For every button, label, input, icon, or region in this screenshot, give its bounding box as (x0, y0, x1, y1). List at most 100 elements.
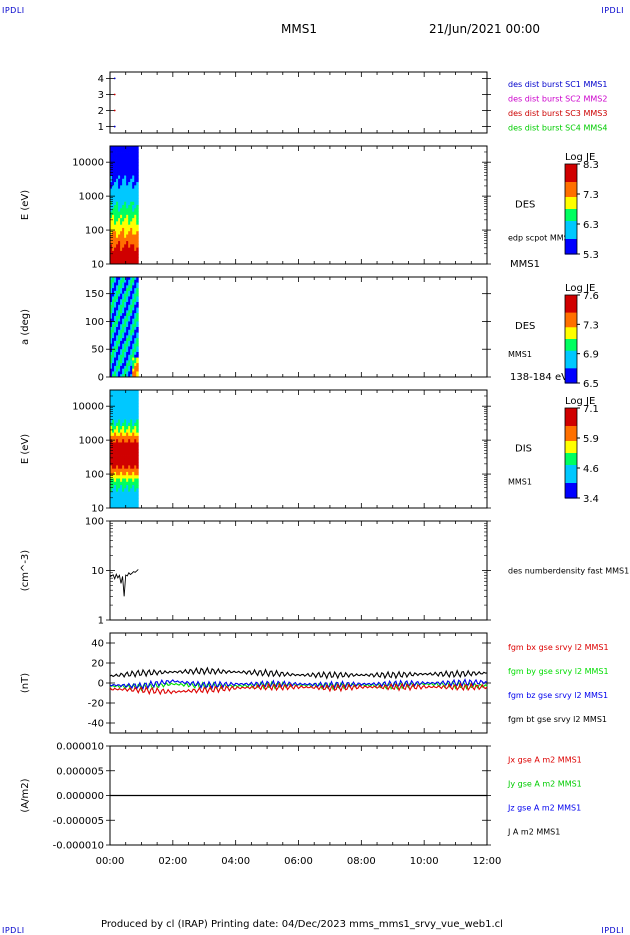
heatmap-cell (124, 201, 127, 206)
heatmap-cell (132, 198, 135, 203)
heatmap-cell (128, 318, 131, 322)
heatmap-cell (128, 465, 131, 470)
heatmap-cell (114, 257, 117, 262)
heatmap-cell (120, 221, 123, 226)
heatmap-cell (128, 488, 131, 493)
legend-entry: des numberdensity fast MMS1 (508, 567, 629, 576)
heatmap-cell (132, 155, 135, 160)
heatmap-cell (116, 409, 119, 414)
heatmap-cell (120, 277, 123, 281)
heatmap-cell (122, 321, 125, 325)
heatmap-cell (112, 293, 115, 297)
heatmap-cell (124, 307, 127, 311)
heatmap-cell (120, 214, 123, 219)
heatmap-cell (126, 195, 129, 199)
heatmap-cell (128, 368, 131, 372)
heatmap-cell (116, 332, 119, 336)
heatmap-cell (112, 214, 115, 219)
heatmap-cell (120, 250, 123, 255)
heatmap-cell (124, 442, 127, 447)
heatmap-cell (120, 442, 123, 447)
heatmap-cell (134, 442, 137, 447)
heatmap-cell (132, 221, 135, 226)
heatmap-cell (130, 152, 133, 157)
heatmap-cell (130, 185, 133, 190)
heatmap-cell (124, 296, 127, 300)
heatmap-cell (116, 159, 119, 163)
heatmap-cell (120, 471, 123, 476)
heatmap-cell (110, 279, 113, 283)
heatmap-cell (130, 227, 133, 232)
heatmap-cell (120, 146, 123, 150)
heatmap-cell (134, 481, 137, 486)
heatmap-cell (112, 313, 115, 317)
heatmap-cell (136, 165, 139, 170)
heatmap-cell (116, 155, 119, 160)
heatmap-cell (136, 254, 139, 258)
heatmap-cell (120, 241, 123, 245)
heatmap-cell (116, 371, 119, 375)
heatmap-cell (128, 363, 131, 367)
colorbar-segment (565, 318, 577, 322)
heatmap-cell (120, 374, 123, 378)
heatmap-cell (112, 257, 115, 262)
heatmap-cell (122, 254, 125, 258)
heatmap-cell (114, 363, 117, 367)
heatmap-cell (110, 188, 113, 193)
heatmap-cell (114, 332, 117, 336)
heatmap-cell (124, 338, 127, 342)
heatmap-cell (132, 462, 135, 466)
heatmap-cell (130, 468, 133, 473)
heatmap-cell (136, 237, 139, 242)
heatmap-cell (110, 149, 113, 153)
heatmap-cell (116, 422, 119, 427)
x-tick-label: 04:00 (221, 856, 250, 867)
heatmap-cell (116, 277, 119, 281)
heatmap-cell (120, 332, 123, 336)
heatmap-cell (110, 442, 113, 447)
heatmap-cell (134, 244, 137, 249)
heatmap-cell (120, 343, 123, 347)
heatmap-cell (118, 439, 121, 443)
heatmap-cell (130, 324, 133, 328)
heatmap-cell (130, 465, 133, 470)
heatmap-cell (120, 293, 123, 297)
heatmap-cell (110, 393, 113, 397)
heatmap-cell (118, 338, 121, 342)
colorbar-segment (565, 368, 577, 372)
heatmap-cell (136, 478, 139, 483)
heatmap-cell (116, 458, 119, 463)
heatmap-cell (134, 439, 137, 443)
heatmap-cell (126, 465, 129, 470)
heatmap-cell (122, 352, 125, 356)
heatmap-cell (116, 221, 119, 226)
heatmap-cell (132, 201, 135, 206)
heatmap-cell (122, 313, 125, 317)
heatmap-cell (136, 412, 139, 417)
heatmap-cell (118, 152, 121, 157)
heatmap-cell (120, 481, 123, 486)
heatmap-cell (134, 346, 137, 350)
heatmap-cell (134, 257, 137, 262)
heatmap-cell (114, 396, 117, 401)
heatmap-cell (122, 290, 125, 295)
heatmap-cell (134, 195, 137, 199)
heatmap-cell (124, 445, 127, 450)
colorbar-segment (565, 185, 577, 189)
heatmap-cell (114, 329, 117, 333)
heatmap-cell (110, 146, 113, 150)
heatmap-cell (130, 302, 133, 306)
heatmap-cell (132, 191, 135, 196)
heatmap-cell (130, 195, 133, 199)
heatmap-cell (132, 205, 135, 209)
heatmap-cell (128, 374, 131, 378)
heatmap-cell (122, 357, 125, 361)
heatmap-cell (126, 455, 129, 460)
heatmap-cell (116, 279, 119, 283)
heatmap-cell (118, 324, 121, 328)
heatmap-cell (122, 260, 125, 265)
heatmap-cell (116, 365, 119, 370)
heatmap-cell (114, 288, 117, 292)
heatmap-cell (130, 352, 133, 356)
colorbar-segment (565, 212, 577, 216)
